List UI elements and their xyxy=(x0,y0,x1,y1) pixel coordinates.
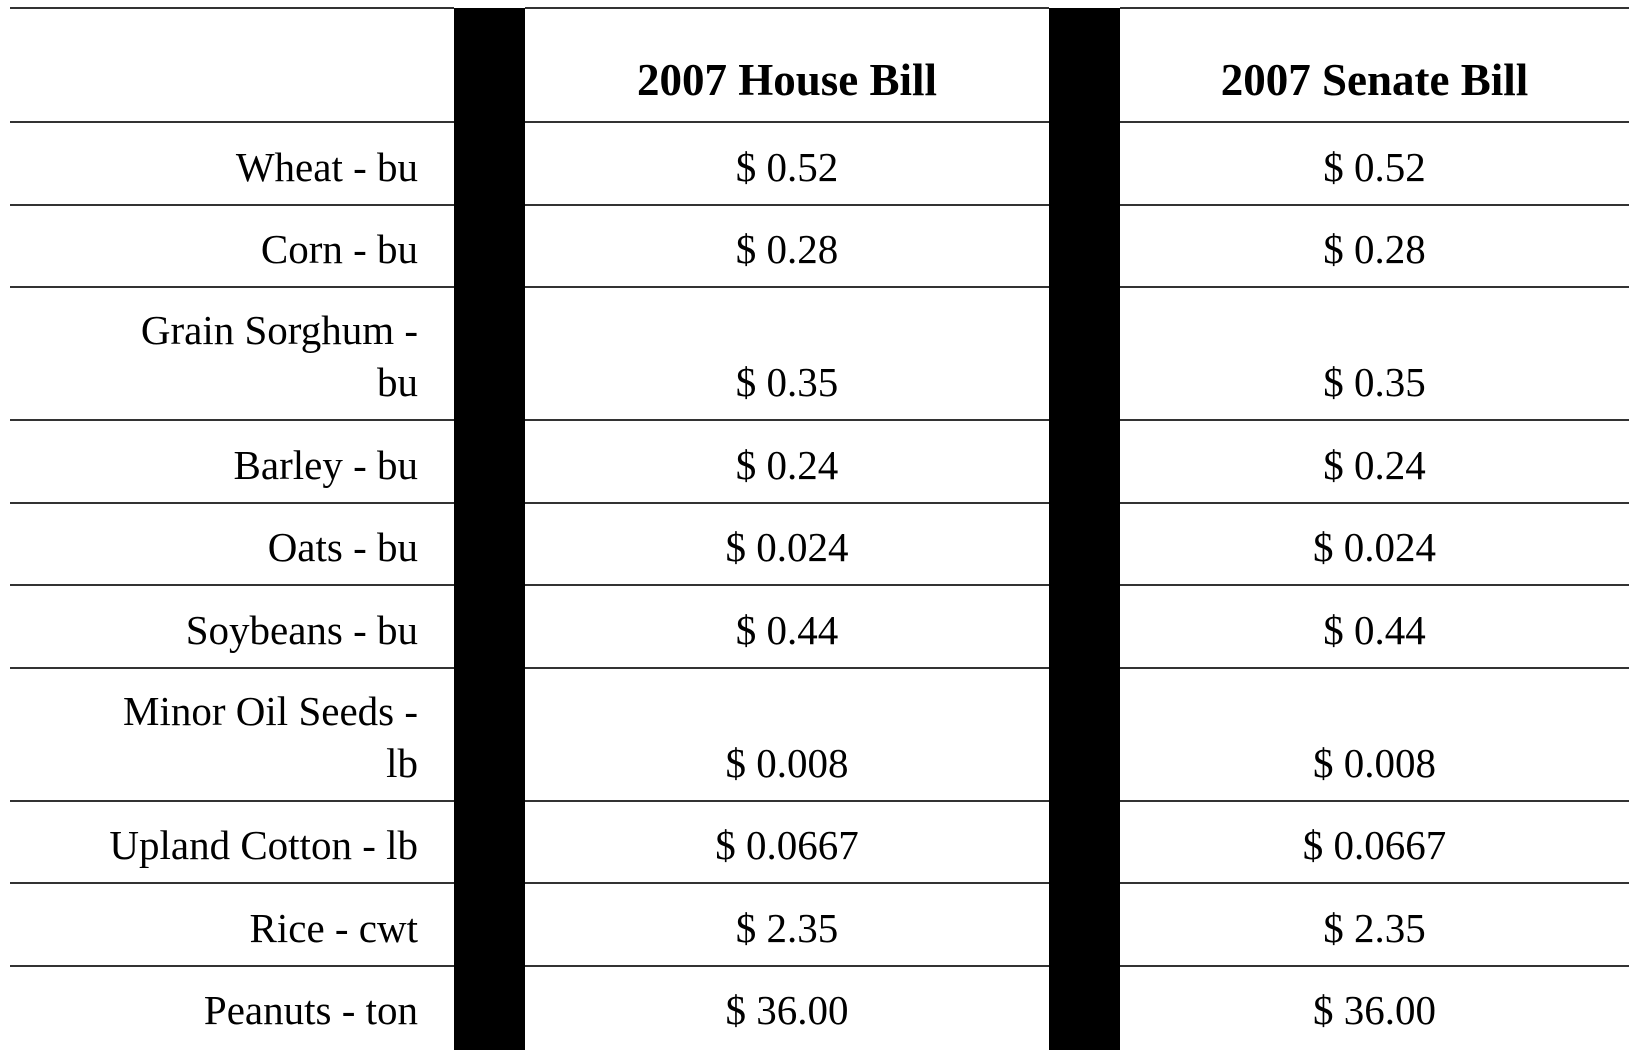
row-rule xyxy=(10,7,454,9)
row-rule xyxy=(1120,286,1629,288)
row-rule xyxy=(1120,964,1629,967)
row-rule xyxy=(1120,584,1629,586)
senate-value: $ 0.024 xyxy=(1313,524,1436,570)
row-rule xyxy=(10,286,454,288)
row-rule xyxy=(1120,882,1629,884)
label-line: Rice - cwt xyxy=(249,904,418,951)
row-rule xyxy=(525,501,1049,504)
house-value: $ 0.52 xyxy=(735,143,839,190)
row-label: Rice - cwt xyxy=(10,883,454,966)
label-line: Barley - bu xyxy=(233,441,418,488)
row-rule xyxy=(525,882,1049,884)
house-value: $ 0.35 xyxy=(735,359,839,405)
house-value: $ 0.0667 xyxy=(715,822,859,868)
row-rule xyxy=(10,121,454,123)
senate-value: $ 36.00 xyxy=(1313,987,1436,1033)
row-label: Upland Cotton - lb xyxy=(10,801,454,884)
row-rule xyxy=(10,501,454,504)
senate-value: $ 0.44 xyxy=(1323,606,1426,653)
house-value: $ 0.24 xyxy=(735,441,839,488)
row-rule xyxy=(525,964,1049,967)
row-label: Minor Oil Seeds - lb xyxy=(10,668,454,801)
row-rule xyxy=(10,964,454,967)
row-rule xyxy=(525,799,1049,802)
row-rule xyxy=(525,286,1049,288)
house-value: $ 0.44 xyxy=(735,606,839,653)
house-value: $ 2.35 xyxy=(735,904,839,951)
label-line: Wheat - bu xyxy=(235,143,418,190)
label-line: Grain Sorghum - xyxy=(140,307,418,353)
senate-value: $ 0.0667 xyxy=(1302,822,1447,868)
row-rule xyxy=(1120,419,1629,421)
row-rule xyxy=(1120,7,1629,9)
senate-value: $ 2.35 xyxy=(1323,904,1426,951)
row-rule xyxy=(1120,501,1629,504)
house-value: $ 0.28 xyxy=(735,226,839,272)
row-rule xyxy=(525,7,1049,9)
label-line: Minor Oil Seeds - xyxy=(123,687,418,734)
row-label: Soybeans - bu xyxy=(10,585,454,668)
label-line: Oats - bu xyxy=(267,524,418,570)
senate-value: $ 0.35 xyxy=(1323,359,1426,405)
label-line: Soybeans - bu xyxy=(185,606,418,653)
row-label: Grain Sorghum - bu xyxy=(10,287,454,420)
senate-value: $ 0.008 xyxy=(1313,739,1436,786)
row-rule xyxy=(1120,203,1629,206)
row-rule xyxy=(10,419,454,421)
row-label: Peanuts - ton xyxy=(10,966,454,1049)
row-rule xyxy=(1120,799,1629,802)
label-line: Corn - bu xyxy=(260,226,418,272)
label-line: bu xyxy=(377,359,418,405)
row-rule xyxy=(525,666,1049,669)
label-line: Peanuts - ton xyxy=(203,987,418,1033)
row-label: Barley - bu xyxy=(10,420,454,503)
row-label: Oats - bu xyxy=(10,503,454,586)
row-rule xyxy=(525,419,1049,421)
row-rule xyxy=(10,882,454,884)
row-rule xyxy=(525,203,1049,206)
header-cell xyxy=(10,8,454,122)
label-line: Upland Cotton - lb xyxy=(109,822,418,868)
house-value: $ 0.024 xyxy=(725,524,849,570)
senate-value: $ 0.24 xyxy=(1323,441,1426,488)
row-rule xyxy=(10,799,454,802)
house-value: $ 0.008 xyxy=(725,739,849,786)
row-rule xyxy=(10,203,454,206)
column-divider xyxy=(454,8,525,1050)
header-cell: 2007 Senate Bill xyxy=(1120,8,1629,122)
row-rule xyxy=(525,121,1049,123)
senate-value: $ 0.28 xyxy=(1323,226,1426,272)
row-rule xyxy=(10,584,454,586)
header-text: 2007 House Bill xyxy=(636,55,938,105)
row-rule xyxy=(10,666,454,669)
senate-value: $ 0.52 xyxy=(1323,143,1426,190)
row-label: Wheat - bu xyxy=(10,122,454,205)
column-divider xyxy=(1049,8,1120,1050)
header-cell: 2007 House Bill xyxy=(525,8,1049,122)
row-label: Corn - bu xyxy=(10,205,454,288)
row-rule xyxy=(1120,666,1629,669)
label-line: lb xyxy=(386,739,418,786)
header-text: 2007 Senate Bill xyxy=(1220,55,1529,105)
house-value: $ 36.00 xyxy=(725,987,849,1033)
row-rule xyxy=(525,584,1049,586)
row-rule xyxy=(1120,121,1629,123)
